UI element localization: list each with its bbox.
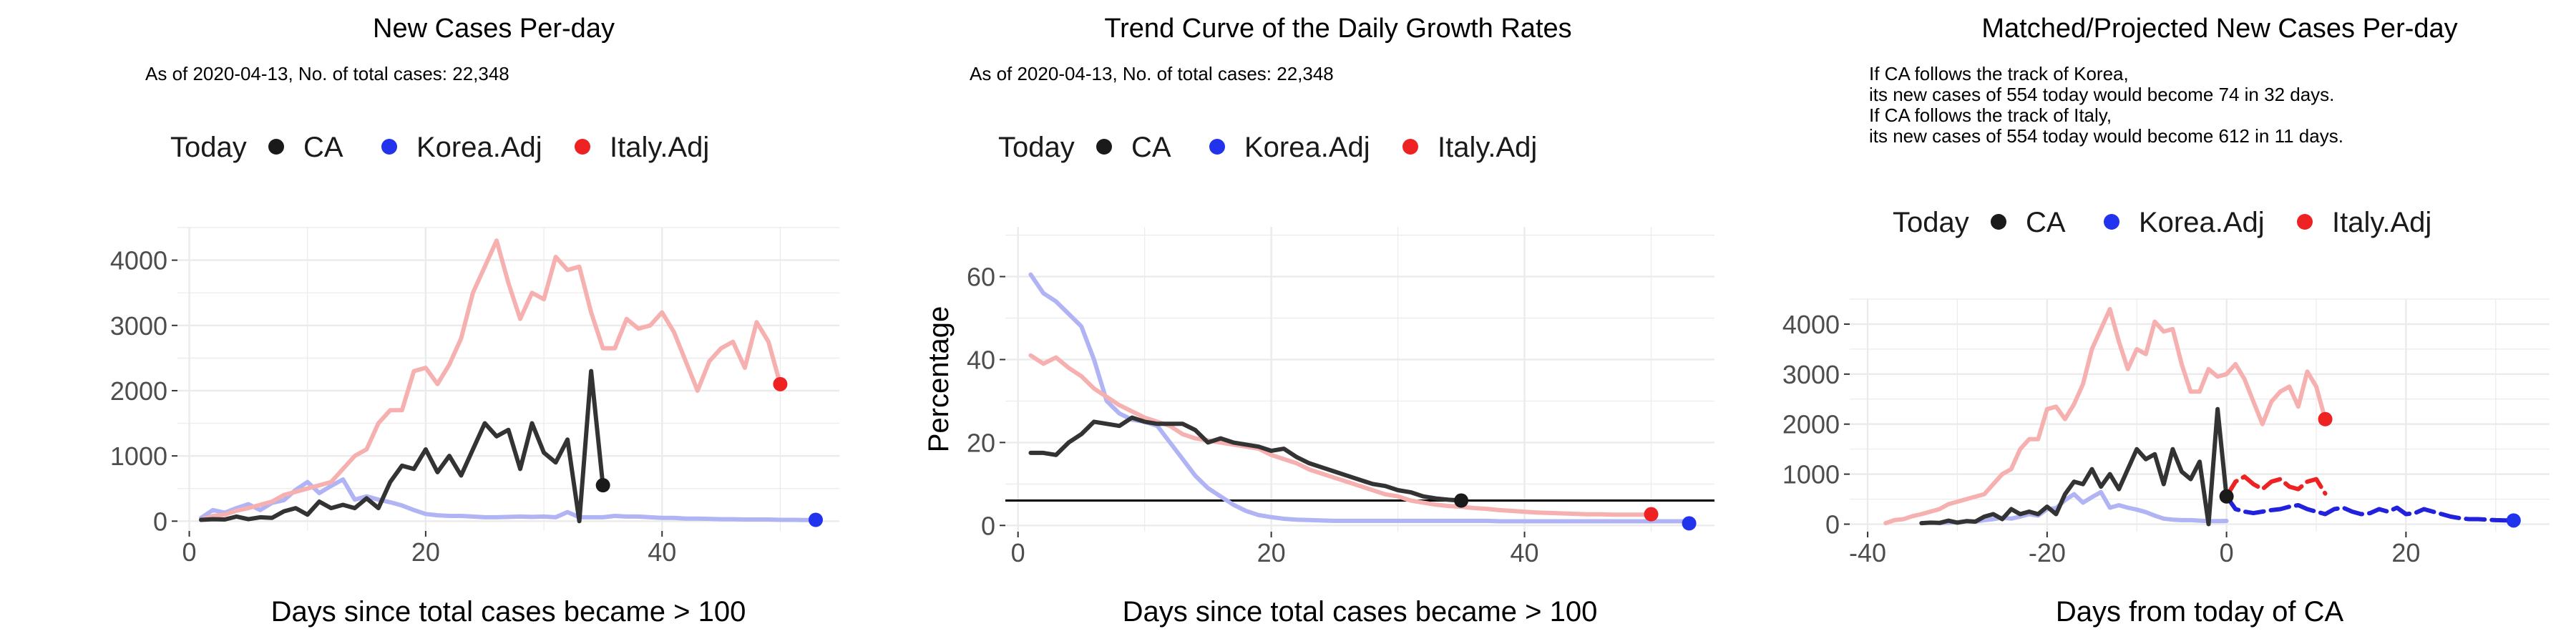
legend-title: Today (998, 132, 1075, 163)
legend-marker-3 (1402, 139, 1418, 155)
series-line-italy-adj-matched (1885, 309, 2325, 523)
chart-2: Trend Curve of the Daily Growth Rates As … (923, 14, 1714, 628)
chart-subtitle: As of 2020-04-13, No. of total cases: 22… (145, 63, 509, 84)
x-tick-label: -20 (2029, 538, 2066, 567)
legend-marker-1 (268, 139, 284, 155)
today-point-ca (596, 478, 610, 492)
series-line-italy-adj-projected (2227, 477, 2326, 497)
y-tick-label: 0 (981, 511, 995, 540)
chart-subtitle: its new cases of 554 today would become … (1869, 125, 2343, 147)
x-axis-label: Days since total cases became > 100 (1123, 596, 1598, 628)
y-tick-label: 4000 (1782, 310, 1840, 339)
data-series (1885, 309, 2514, 525)
chart-legend: Today CA Korea.Adj Italy.Adj (998, 132, 1537, 163)
today-points (596, 377, 823, 527)
x-tick-label: 20 (2391, 538, 2420, 567)
today-point-ca (2220, 489, 2234, 504)
y-tick-label: 60 (967, 263, 995, 292)
legend-marker-1 (1991, 214, 2006, 230)
plot-grid (1850, 299, 2550, 532)
legend-label-1: CA (2026, 207, 2066, 238)
series-line-ca (1030, 418, 1461, 501)
y-tick-label: 2000 (1782, 410, 1840, 439)
plot-grid (177, 228, 839, 531)
y-tick-label: 20 (967, 428, 995, 457)
y-tick-label: 40 (967, 345, 995, 374)
y-axis-label: Percentage (923, 306, 955, 453)
x-tick-label: 40 (1511, 538, 1539, 567)
today-point-ca (1454, 494, 1468, 508)
y-tick-label: 0 (153, 507, 167, 536)
legend-marker-2 (2104, 214, 2119, 230)
x-axis-label: Days since total cases became > 100 (271, 596, 746, 628)
legend-title: Today (170, 132, 247, 163)
x-tick-label: 20 (411, 537, 440, 567)
today-point-korea-adj (809, 512, 823, 527)
chart-1: New Cases Per-day As of 2020-04-13, No. o… (110, 14, 839, 628)
x-axis-label: Days from today of CA (2056, 596, 2344, 628)
chart-subtitle: As of 2020-04-13, No. of total cases: 22… (970, 63, 1334, 84)
legend-label-3: Italy.Adj (1438, 132, 1537, 163)
x-tick-label: 0 (182, 537, 197, 567)
y-tick-label: 4000 (110, 246, 167, 275)
chart-subtitle: its new cases of 554 today would become … (1869, 84, 2334, 105)
legend-marker-2 (381, 139, 397, 155)
y-tick-label: 3000 (1782, 360, 1840, 389)
series-line-italy-adj (201, 240, 780, 519)
y-tick-label: 0 (1825, 510, 1840, 540)
legend-label-3: Italy.Adj (610, 132, 709, 163)
legend-label-3: Italy.Adj (2332, 207, 2431, 238)
today-point-korea-adj (1682, 516, 1697, 530)
legend-marker-1 (1096, 139, 1112, 155)
y-tick-label: 1000 (1782, 460, 1840, 489)
y-tick-label: 2000 (110, 376, 167, 406)
legend-label-2: Korea.Adj (416, 132, 542, 163)
axis-ticks: -40 -20 0 20 0 1000 2000 3000 4000 (1782, 310, 2421, 567)
legend-marker-3 (2297, 214, 2313, 230)
chart-title: New Cases Per-day (373, 14, 615, 44)
series-line-ca (1921, 409, 2226, 525)
y-tick-label: 3000 (110, 311, 167, 341)
x-tick-label: 0 (1011, 538, 1025, 567)
chart-subtitle: If CA follows the track of Korea, (1869, 63, 2129, 84)
x-tick-label: 0 (2220, 538, 2234, 567)
series-line-korea-adj-projected (2227, 497, 2514, 521)
legend-marker-2 (1209, 139, 1225, 155)
legend-marker-3 (575, 139, 590, 155)
chart-subtitle: If CA follows the track of Italy, (1869, 104, 2112, 126)
legend-label-1: CA (1131, 132, 1171, 163)
y-tick-label: 1000 (110, 441, 167, 471)
chart-title: Matched/Projected New Cases Per-day (1981, 14, 2457, 44)
x-tick-label: -40 (1849, 538, 1886, 567)
series-line-korea-adj (201, 479, 816, 520)
legend-label-2: Korea.Adj (2139, 207, 2265, 238)
chart-legend: Today CA Korea.Adj Italy.Adj (170, 132, 709, 163)
data-series (201, 240, 816, 521)
today-point-italy-adj (1644, 507, 1659, 522)
x-tick-label: 40 (648, 537, 676, 567)
today-point-italy-adj (2318, 412, 2333, 426)
x-tick-label: 20 (1257, 538, 1286, 567)
today-point-korea-adj (2507, 513, 2521, 527)
legend-label-2: Korea.Adj (1244, 132, 1370, 163)
chart-title: Trend Curve of the Daily Growth Rates (1104, 14, 1571, 44)
legend-title: Today (1893, 207, 1969, 238)
today-point-italy-adj (773, 377, 787, 391)
chart-3: Matched/Projected New Cases Per-day If CA… (1782, 14, 2550, 628)
legend-label-1: CA (303, 132, 343, 163)
series-line-italy-adj (1030, 356, 1651, 515)
chart-legend: Today CA Korea.Adj Italy.Adj (1893, 207, 2431, 238)
series-line-ca (201, 371, 603, 522)
